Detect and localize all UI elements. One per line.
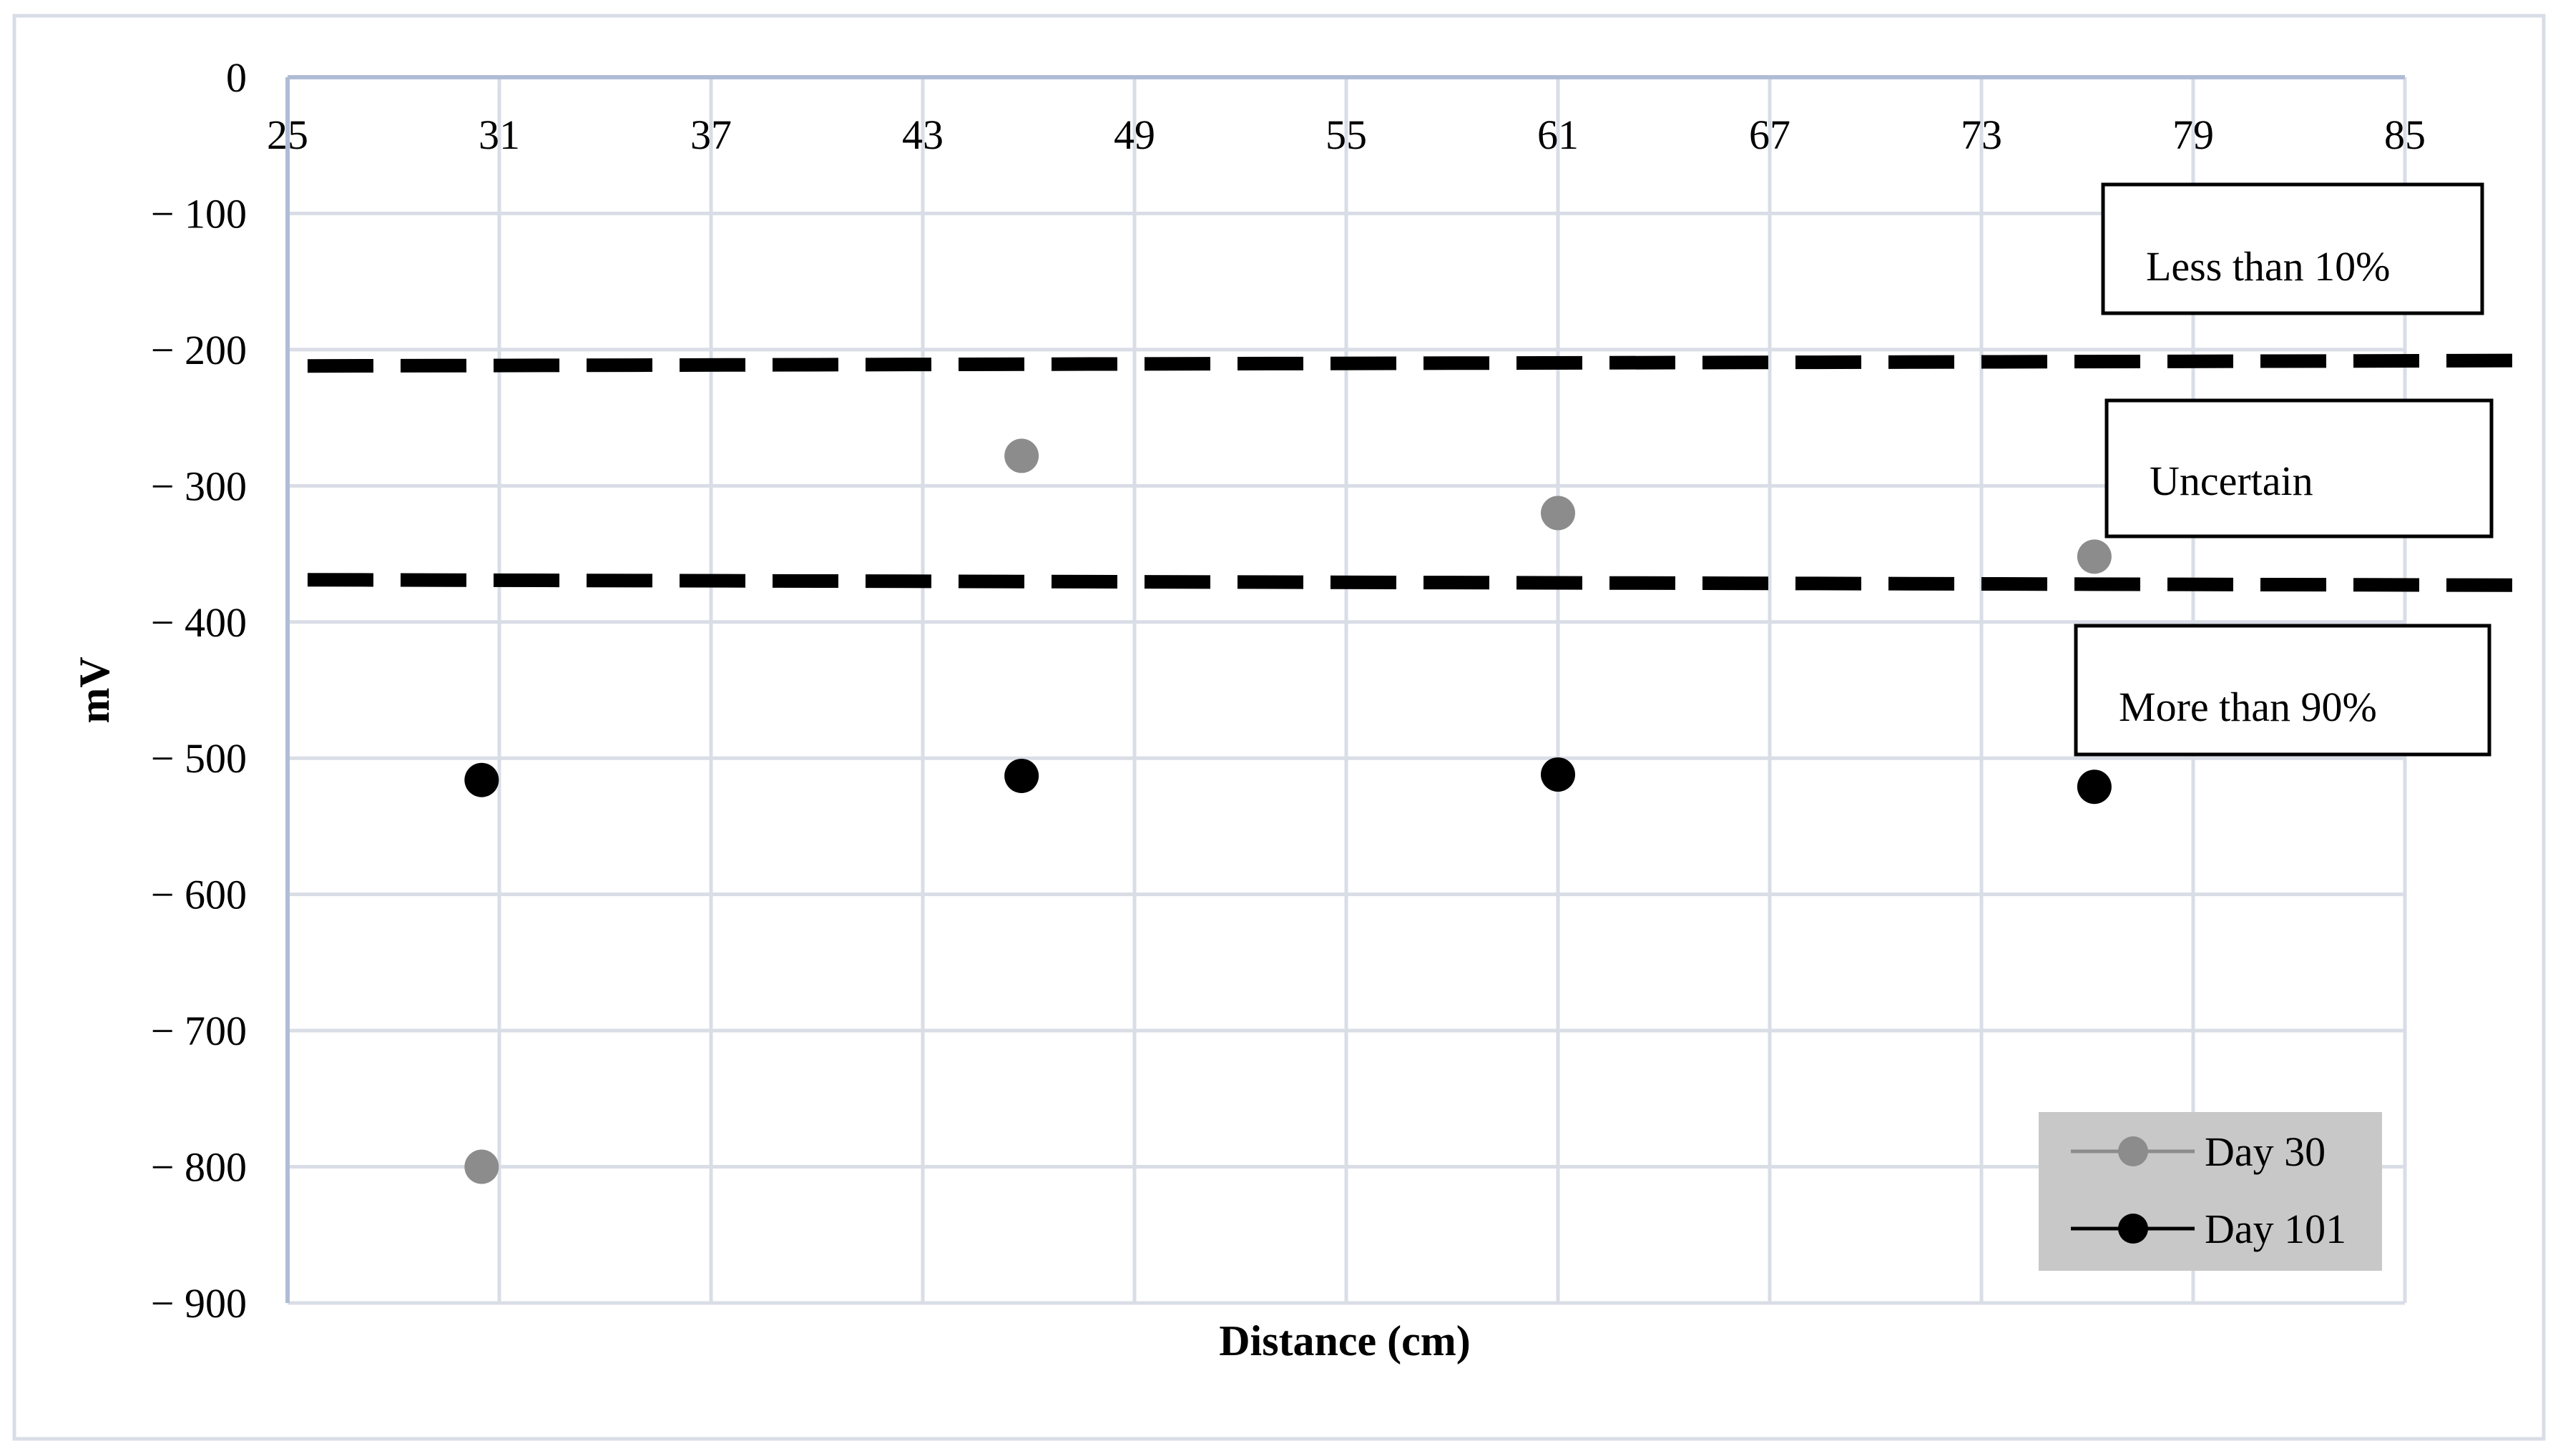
annotation-uncertain: Uncertain bbox=[2104, 398, 2494, 538]
legend-label-day-101: Day 101 bbox=[2205, 1206, 2346, 1252]
point-day-30 bbox=[464, 1149, 499, 1184]
annotation-less-than-10: Less than 10% bbox=[2101, 182, 2484, 315]
point-day-101 bbox=[1004, 758, 1039, 793]
x-tick-label: 31 bbox=[479, 112, 520, 158]
y-tick-label: − 600 bbox=[151, 872, 247, 918]
annotation-more-than-90: More than 90% bbox=[2074, 624, 2491, 757]
annotation-box bbox=[2074, 624, 2491, 757]
point-day-30 bbox=[1004, 438, 1039, 473]
annotation-text: Uncertain bbox=[2150, 458, 2313, 504]
x-tick-label: 67 bbox=[1749, 112, 1790, 158]
x-tick-label: 61 bbox=[1537, 112, 1579, 158]
legend-background bbox=[2039, 1112, 2382, 1271]
y-tick-label: − 700 bbox=[151, 1008, 247, 1054]
point-day-101 bbox=[1541, 757, 1575, 792]
x-tick-label: 49 bbox=[1114, 112, 1155, 158]
x-tick-label: 85 bbox=[2384, 112, 2426, 158]
y-axis-title: mV bbox=[71, 656, 118, 723]
annotation-text: More than 90% bbox=[2119, 684, 2377, 730]
x-tick-label: 55 bbox=[1325, 112, 1367, 158]
axes: 25 31 37 43 49 55 61 67 73 79 85 0 − 100 − 200 − 300 − … bbox=[151, 54, 2426, 1327]
y-tick-label: − 900 bbox=[151, 1280, 247, 1327]
y-tick-label: − 800 bbox=[151, 1144, 247, 1191]
point-day-101 bbox=[464, 762, 499, 797]
x-tick-label: 37 bbox=[690, 112, 732, 158]
legend-marker-day-30 bbox=[2118, 1136, 2148, 1166]
legend-marker-day-101 bbox=[2118, 1214, 2148, 1244]
x-axis-title: Distance (cm) bbox=[1219, 1317, 1471, 1364]
x-tick-label: 25 bbox=[267, 112, 308, 158]
x-tick-label: 43 bbox=[902, 112, 944, 158]
legend-label-day-30: Day 30 bbox=[2205, 1128, 2326, 1175]
annotation-box bbox=[2104, 398, 2494, 538]
annotation-text: Less than 10% bbox=[2146, 243, 2391, 290]
y-tick-label: − 200 bbox=[151, 327, 247, 373]
y-tick-label: − 500 bbox=[151, 735, 247, 782]
data-points bbox=[464, 438, 2112, 1184]
point-day-30 bbox=[1541, 496, 1575, 531]
y-tick-label: − 100 bbox=[151, 190, 247, 237]
x-tick-label: 73 bbox=[1961, 112, 2002, 158]
y-tick-label: 0 bbox=[226, 54, 247, 101]
legend: Day 30 Day 101 bbox=[2039, 1112, 2382, 1271]
y-tick-label: − 400 bbox=[151, 599, 247, 646]
point-day-30 bbox=[2077, 539, 2112, 574]
point-day-101 bbox=[2077, 769, 2112, 805]
annotation-box bbox=[2101, 182, 2484, 315]
x-tick-label: 79 bbox=[2172, 112, 2214, 158]
y-tick-label: − 300 bbox=[151, 463, 247, 509]
